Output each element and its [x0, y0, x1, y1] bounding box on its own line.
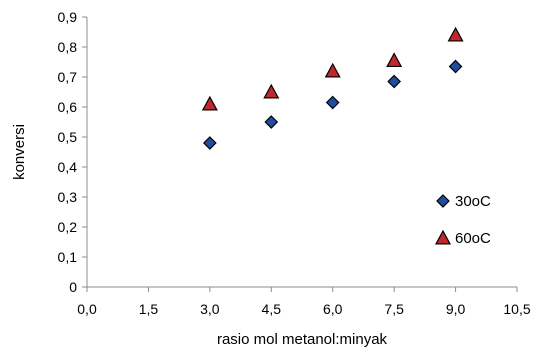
- y-tick-label: 0,2: [58, 219, 78, 235]
- x-tick-label: 3,0: [200, 301, 220, 317]
- x-tick-label: 6,0: [323, 301, 343, 317]
- data-point-series-1: [325, 95, 340, 110]
- data-point-series-2: [386, 52, 403, 68]
- data-point-series-2: [201, 95, 218, 111]
- data-point-series-2: [447, 26, 464, 42]
- axes: [86, 17, 517, 288]
- y-tick-label: 0,4: [58, 159, 78, 175]
- y-axis-title: konversi: [11, 124, 28, 180]
- x-tick-label: 0,0: [77, 301, 97, 317]
- x-tick-label: 1,5: [139, 301, 159, 317]
- x-tick-label: 9,0: [446, 301, 466, 317]
- y-axis-ticks: 0 0,1 0,2 0,3 0,4 0,5 0,6 0,7 0,8 0,9: [58, 9, 87, 295]
- x-tick-label: 10,5: [503, 301, 530, 317]
- legend-label-1: 30oC: [455, 193, 491, 210]
- data-point-series-1: [387, 74, 401, 89]
- y-tick-label: 0,9: [58, 9, 78, 25]
- y-tick-label: 0: [69, 279, 77, 295]
- x-axis-ticks: 0,0 1,5 3,0 4,5 6,0 7,5 9,0 10,5: [77, 287, 531, 317]
- y-tick-label: 0,8: [58, 39, 78, 55]
- data-point-series-2: [263, 83, 280, 99]
- data-point-series-1: [203, 136, 217, 150]
- y-tick-label: 0,5: [58, 129, 78, 145]
- legend: 30oC 60oC: [434, 193, 491, 247]
- x-axis-title: rasio mol metanol:minyak: [217, 331, 388, 348]
- data-point-series-1: [264, 115, 279, 129]
- legend-marker-1: [436, 194, 450, 208]
- data-points: [201, 26, 464, 150]
- legend-label-2: 60oC: [455, 230, 491, 247]
- y-tick-label: 0,3: [58, 189, 78, 205]
- data-point-series-2: [324, 62, 341, 78]
- legend-marker-2: [434, 229, 452, 245]
- y-tick-label: 0,6: [58, 99, 78, 115]
- x-tick-label: 4,5: [262, 301, 282, 317]
- x-tick-label: 7,5: [384, 301, 404, 317]
- data-point-series-1: [448, 59, 463, 74]
- y-tick-label: 0,1: [58, 249, 78, 265]
- y-tick-label: 0,7: [58, 69, 78, 85]
